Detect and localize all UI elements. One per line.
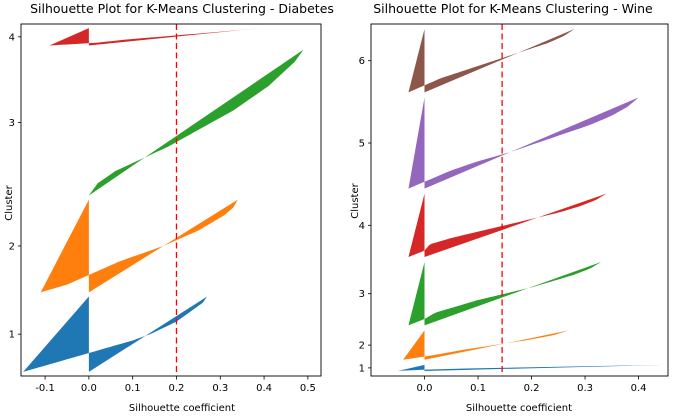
x-axis-label: Silhouette coefficient — [466, 403, 572, 414]
x-tick-label: 0.0 — [417, 383, 433, 394]
silhouette-band-cluster-6 — [408, 29, 575, 93]
x-tick-label: 0.0 — [81, 383, 97, 394]
plot-frame — [370, 23, 669, 377]
x-tick-label: 0.1 — [470, 383, 486, 394]
x-tick-label: 0.2 — [524, 383, 540, 394]
y-tick-label: 2 — [9, 241, 15, 252]
chart-title: Silhouette Plot for K-Means Clustering -… — [373, 1, 653, 16]
y-axis-label: Cluster — [4, 184, 15, 220]
diabetes-silhouette-chart: Silhouette Plot for K-Means Clustering -… — [4, 1, 334, 414]
silhouette-band-cluster-5 — [408, 97, 639, 189]
x-axis-label: Silhouette coefficient — [129, 403, 235, 414]
y-tick-label: 3 — [359, 289, 365, 300]
y-axis-label: Cluster — [350, 182, 361, 218]
silhouette-band-cluster-1 — [397, 364, 666, 371]
y-tick-label: 5 — [359, 139, 365, 150]
silhouette-band-cluster-2 — [40, 199, 238, 293]
y-tick-label: 4 — [9, 32, 15, 43]
silhouette-band-cluster-3 — [88, 49, 304, 196]
silhouette-band-cluster-4 — [49, 28, 260, 46]
y-tick-label: 1 — [359, 363, 365, 374]
x-tick-label: 0.3 — [212, 383, 228, 394]
silhouette-band-cluster-4 — [408, 193, 607, 257]
x-tick-label: 0.5 — [300, 383, 316, 394]
x-tick-label: 0.4 — [256, 383, 272, 394]
chart-title: Silhouette Plot for K-Means Clustering -… — [30, 1, 334, 16]
y-tick-label: 4 — [359, 221, 365, 232]
y-tick-label: 6 — [359, 56, 365, 67]
x-tick-label: 0.4 — [631, 383, 647, 394]
plot-frame — [20, 23, 322, 377]
x-tick-label: 0.3 — [577, 383, 593, 394]
x-tick-label: 0.2 — [169, 383, 185, 394]
silhouette-band-cluster-1 — [23, 296, 208, 372]
silhouette-band-cluster-3 — [408, 262, 602, 326]
y-tick-label: 1 — [9, 330, 15, 341]
x-tick-label: -0.1 — [35, 383, 55, 394]
silhouette-band-cluster-2 — [403, 330, 569, 360]
y-tick-label: 3 — [9, 118, 15, 129]
y-tick-label: 2 — [359, 341, 365, 352]
x-tick-label: 0.1 — [125, 383, 141, 394]
wine-silhouette-chart: Silhouette Plot for K-Means Clustering -… — [350, 1, 669, 414]
